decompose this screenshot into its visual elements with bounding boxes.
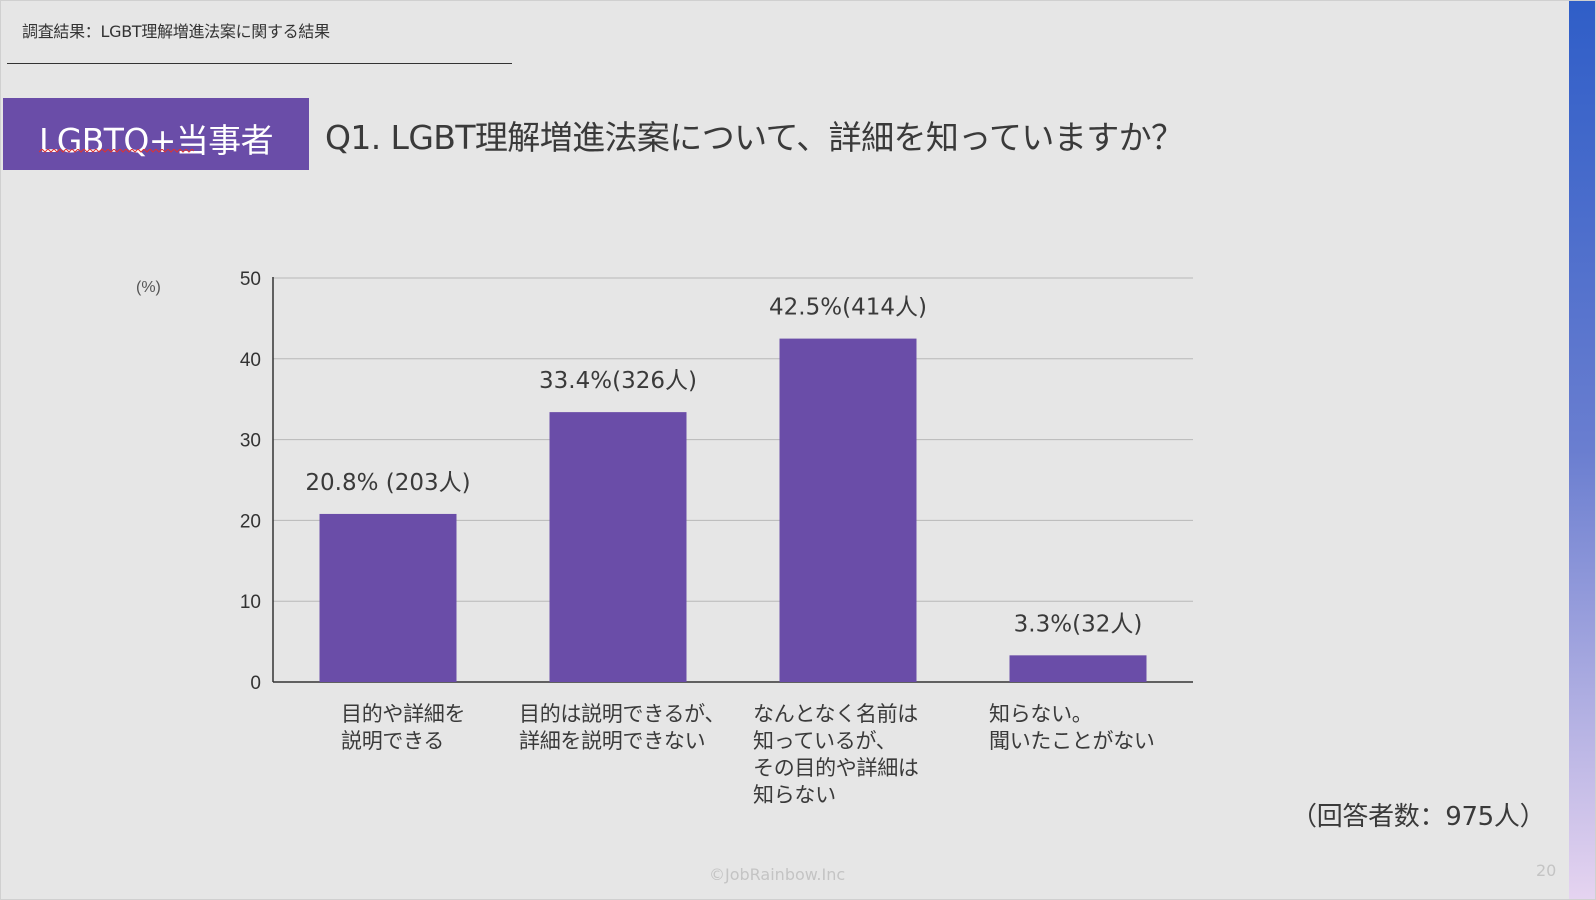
bar [1009, 655, 1147, 682]
category-label-line: 知っているが、 [753, 729, 897, 753]
y-tick-label: 50 [240, 269, 261, 290]
data-label: 3.3%(32人) [1014, 611, 1143, 637]
spellcheck-squiggle [39, 149, 194, 153]
y-tick-label: 40 [240, 350, 261, 371]
side-accent-bar [1569, 1, 1595, 899]
category-label-line: なんとなく名前は [753, 702, 918, 726]
y-axis-label: (%) [136, 279, 161, 296]
category-label-line: その目的や詳細は [753, 756, 919, 780]
category-label: なんとなく名前は 知っているが、 その目的や詳細は 知らない [753, 701, 919, 809]
category-label-line: 知らない [753, 783, 836, 807]
breadcrumb: 調査結果：LGBT理解増進法案に関する結果 [22, 22, 330, 41]
category-label-line: 知らない。 [989, 702, 1093, 726]
bar [319, 513, 457, 682]
header-divider [7, 63, 512, 64]
copyright: ©JobRainbow.Inc [709, 865, 846, 884]
question-title: Q1. LGBT理解増進法案について、詳細を知っていますか？ [325, 118, 1184, 157]
category-label-line: 説明できる [341, 729, 445, 753]
category-label-line: 詳細を説明できない [519, 729, 706, 753]
category-label: 知らない。聞いたことがない [989, 701, 1155, 755]
category-label: 目的や詳細を 説明できる [341, 701, 466, 755]
data-label: 20.8% (203人) [305, 470, 470, 496]
data-label: 33.4%(326人) [539, 368, 697, 394]
respondent-badge-label: LGBTQ+当事者 [39, 121, 274, 160]
bar [549, 412, 687, 682]
y-tick-label: 20 [240, 511, 261, 532]
category-label: 目的は説明できるが、 詳細を説明できない [519, 701, 725, 755]
bar [779, 338, 917, 682]
respondent-count: （回答者数：975人） [1291, 802, 1546, 832]
respondent-badge [3, 98, 309, 170]
category-label-line: 目的は説明できるが、 [519, 702, 726, 726]
page-number: 20 [1536, 861, 1557, 880]
y-tick-label: 10 [240, 592, 261, 613]
y-tick-label: 0 [250, 673, 261, 694]
category-label-line: 聞いたことがない [989, 729, 1155, 753]
y-tick-label: 30 [240, 431, 261, 452]
category-label-line: 目的や詳細を [341, 702, 466, 726]
data-label: 42.5%(414人) [769, 295, 927, 321]
